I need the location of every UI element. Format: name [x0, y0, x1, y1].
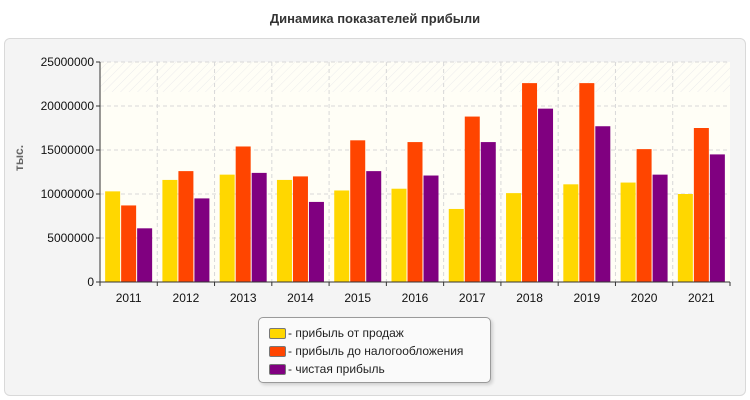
- bar: [219, 174, 235, 282]
- bar: [579, 83, 595, 283]
- x-tick-label: 2014: [287, 291, 314, 305]
- chart-title: Динамика показателей прибыли: [269, 11, 481, 26]
- axes: 0 5000000 10000000 15000000 20000000 25000000…: [41, 55, 731, 305]
- bar: [677, 194, 693, 282]
- bars: [105, 83, 725, 283]
- y-tick-label: 10000000: [41, 187, 95, 201]
- bar: [636, 149, 652, 282]
- bar: [423, 175, 439, 282]
- bar: [308, 201, 324, 282]
- bar: [292, 176, 308, 282]
- x-tick-label: 2020: [631, 291, 658, 305]
- legend-label: - чистая прибыль: [288, 362, 385, 376]
- x-tick-label: 2013: [230, 291, 257, 305]
- bar: [276, 179, 292, 282]
- y-tick-label: 20000000: [41, 99, 95, 113]
- x-tick-label: 2016: [402, 291, 429, 305]
- legend: - прибыль от продаж - прибыль до налогоо…: [258, 317, 491, 383]
- bar: [235, 146, 251, 282]
- bar: [563, 184, 579, 282]
- bar: [709, 154, 725, 282]
- bar: [595, 126, 611, 283]
- bar: [105, 191, 121, 282]
- plot-area-hatch: [100, 62, 730, 92]
- legend-item: - прибыль до налогообложения: [269, 342, 490, 360]
- x-tick-label: 2011: [116, 291, 142, 305]
- x-tick-label: 2017: [459, 291, 486, 305]
- y-axis-label: тыс.: [12, 145, 26, 171]
- bar: [407, 142, 423, 282]
- legend-swatch-sales: [269, 327, 286, 339]
- bar: [366, 171, 382, 282]
- bar: [350, 140, 366, 282]
- legend-swatch-net: [269, 363, 286, 375]
- x-tick-label: 2012: [173, 291, 200, 305]
- legend-label: - прибыль до налогообложения: [288, 344, 464, 358]
- bar: [137, 228, 153, 282]
- y-tick-label: 0: [87, 275, 94, 289]
- x-tick-label: 2018: [516, 291, 543, 305]
- bar: [464, 116, 480, 282]
- y-tick-label: 25000000: [41, 55, 95, 69]
- bar: [334, 190, 350, 282]
- bar: [178, 171, 194, 282]
- x-tick-label: 2019: [573, 291, 600, 305]
- bar: [480, 142, 496, 282]
- bar: [538, 108, 554, 282]
- y-tick-label: 15000000: [41, 143, 95, 157]
- legend-item: - чистая прибыль: [269, 360, 490, 378]
- bar: [522, 83, 538, 283]
- bar: [121, 205, 137, 282]
- bar: [194, 198, 210, 282]
- bar: [620, 182, 636, 282]
- legend-label: - прибыль от продаж: [288, 326, 404, 340]
- x-tick-label: 2021: [688, 291, 715, 305]
- legend-swatch-pretax: [269, 345, 286, 357]
- y-tick-label: 5000000: [47, 231, 94, 245]
- bar: [448, 208, 464, 282]
- bar: [162, 179, 178, 282]
- x-tick-label: 2015: [344, 291, 371, 305]
- bar: [391, 188, 407, 282]
- bar: [693, 128, 709, 282]
- bar: [652, 174, 668, 282]
- bar: [251, 172, 267, 282]
- bar: [506, 193, 522, 282]
- legend-item: - прибыль от продаж: [269, 324, 490, 342]
